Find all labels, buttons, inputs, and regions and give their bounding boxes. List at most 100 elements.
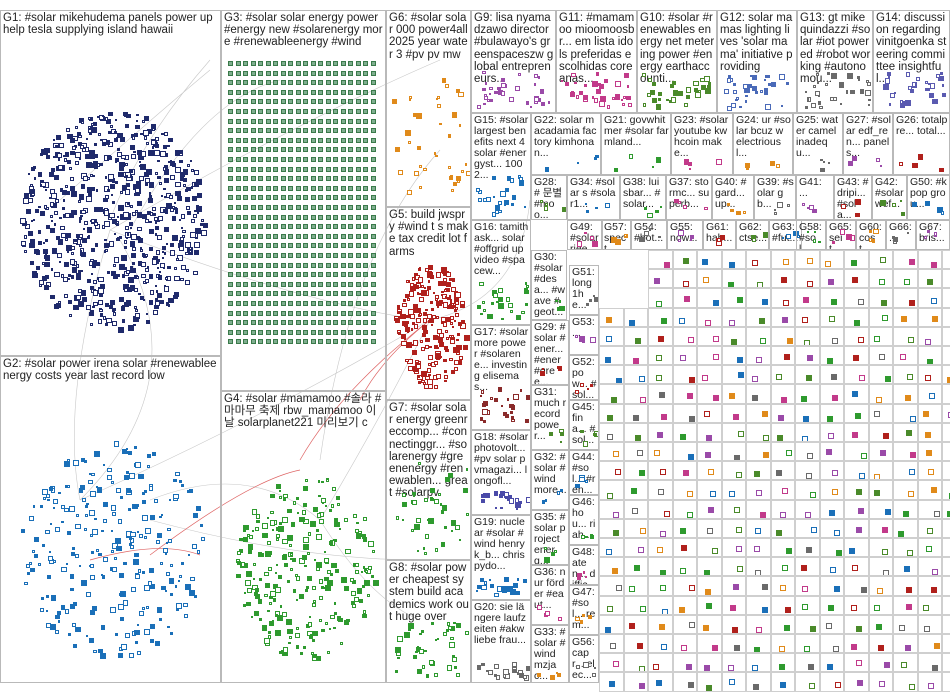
tiny-group[interactable] bbox=[795, 614, 820, 634]
network-node[interactable] bbox=[30, 167, 35, 172]
tiny-group[interactable] bbox=[648, 672, 673, 692]
network-node[interactable] bbox=[258, 89, 263, 95]
network-node[interactable] bbox=[363, 214, 368, 220]
network-node[interactable] bbox=[402, 320, 409, 327]
network-node[interactable] bbox=[457, 345, 463, 350]
network-node[interactable] bbox=[370, 157, 376, 162]
network-node[interactable] bbox=[544, 546, 548, 550]
network-node[interactable] bbox=[612, 567, 619, 574]
network-node[interactable] bbox=[303, 272, 308, 278]
tiny-group[interactable] bbox=[893, 461, 918, 481]
network-node[interactable] bbox=[265, 243, 271, 249]
network-node[interactable] bbox=[250, 61, 256, 66]
network-node[interactable] bbox=[363, 310, 368, 316]
network-node[interactable] bbox=[318, 70, 323, 76]
network-node[interactable] bbox=[571, 90, 574, 94]
network-node[interactable] bbox=[411, 500, 417, 506]
network-node[interactable] bbox=[333, 61, 338, 66]
network-node[interactable] bbox=[228, 185, 233, 191]
network-node[interactable] bbox=[462, 344, 468, 351]
network-node[interactable] bbox=[59, 225, 65, 231]
group-g18[interactable]: G18: #solar photovolt... #pv solar pvmag… bbox=[471, 430, 531, 515]
network-node[interactable] bbox=[128, 168, 133, 174]
network-node[interactable] bbox=[922, 411, 929, 418]
network-node[interactable] bbox=[288, 320, 293, 326]
network-node[interactable] bbox=[728, 664, 735, 671]
network-node[interactable] bbox=[355, 89, 361, 95]
network-node[interactable] bbox=[370, 176, 376, 182]
network-node[interactable] bbox=[339, 641, 343, 645]
network-node[interactable] bbox=[775, 470, 782, 477]
network-node[interactable] bbox=[66, 459, 70, 462]
network-node[interactable] bbox=[129, 205, 134, 209]
network-node[interactable] bbox=[340, 89, 346, 95]
network-node[interactable] bbox=[169, 632, 174, 636]
network-node[interactable] bbox=[65, 562, 68, 565]
network-node[interactable] bbox=[273, 166, 278, 172]
network-node[interactable] bbox=[228, 157, 233, 162]
network-node[interactable] bbox=[265, 128, 271, 134]
network-node[interactable] bbox=[363, 243, 368, 249]
network-node[interactable] bbox=[239, 538, 243, 542]
network-node[interactable] bbox=[75, 554, 80, 558]
network-node[interactable] bbox=[272, 528, 275, 531]
network-node[interactable] bbox=[189, 160, 192, 163]
network-node[interactable] bbox=[318, 109, 323, 114]
network-node[interactable] bbox=[439, 502, 443, 506]
network-node[interactable] bbox=[325, 310, 331, 316]
network-node[interactable] bbox=[38, 283, 43, 288]
network-node[interactable] bbox=[33, 219, 36, 222]
network-node[interactable] bbox=[435, 295, 439, 299]
network-node[interactable] bbox=[626, 95, 631, 101]
network-node[interactable] bbox=[159, 515, 162, 519]
group-s22[interactable]: G61: hab... bbox=[703, 220, 736, 250]
network-node[interactable] bbox=[752, 375, 759, 382]
network-node[interactable] bbox=[34, 248, 40, 255]
tiny-group[interactable] bbox=[697, 365, 722, 385]
tiny-group[interactable] bbox=[746, 442, 771, 462]
network-node[interactable] bbox=[243, 80, 248, 86]
network-node[interactable] bbox=[605, 317, 612, 324]
network-node[interactable] bbox=[519, 673, 524, 678]
network-node[interactable] bbox=[939, 72, 943, 75]
network-node[interactable] bbox=[325, 80, 331, 86]
network-node[interactable] bbox=[781, 236, 785, 239]
network-node[interactable] bbox=[481, 584, 487, 591]
network-node[interactable] bbox=[663, 261, 670, 268]
network-node[interactable] bbox=[113, 440, 120, 447]
network-node[interactable] bbox=[340, 291, 346, 297]
network-node[interactable] bbox=[63, 158, 68, 163]
network-node[interactable] bbox=[277, 615, 283, 621]
network-node[interactable] bbox=[906, 603, 913, 610]
tiny-group[interactable] bbox=[917, 365, 942, 385]
network-node[interactable] bbox=[163, 548, 168, 553]
network-node[interactable] bbox=[68, 633, 72, 636]
network-node[interactable] bbox=[857, 508, 864, 515]
network-node[interactable] bbox=[295, 320, 301, 326]
group-s19[interactable]: G57: spect... bbox=[601, 220, 631, 250]
network-node[interactable] bbox=[688, 336, 695, 343]
network-node[interactable] bbox=[156, 235, 162, 240]
network-node[interactable] bbox=[243, 157, 248, 162]
network-node[interactable] bbox=[372, 580, 379, 587]
network-node[interactable] bbox=[146, 142, 149, 145]
network-node[interactable] bbox=[444, 379, 447, 383]
network-node[interactable] bbox=[410, 286, 416, 291]
network-node[interactable] bbox=[86, 227, 92, 233]
tiny-group[interactable] bbox=[844, 326, 869, 346]
tiny-group[interactable] bbox=[795, 595, 820, 615]
network-node[interactable] bbox=[228, 214, 233, 220]
network-node[interactable] bbox=[125, 123, 130, 128]
tiny-group[interactable] bbox=[599, 403, 624, 423]
network-node[interactable] bbox=[858, 336, 865, 343]
network-node[interactable] bbox=[302, 503, 307, 508]
network-node[interactable] bbox=[533, 83, 537, 86]
network-node[interactable] bbox=[146, 170, 149, 174]
network-node[interactable] bbox=[733, 583, 740, 590]
network-node[interactable] bbox=[659, 468, 666, 475]
network-node[interactable] bbox=[155, 289, 159, 293]
tiny-group[interactable] bbox=[917, 403, 942, 423]
tiny-group[interactable] bbox=[599, 672, 624, 692]
network-node[interactable] bbox=[329, 614, 335, 620]
network-node[interactable] bbox=[340, 157, 346, 162]
